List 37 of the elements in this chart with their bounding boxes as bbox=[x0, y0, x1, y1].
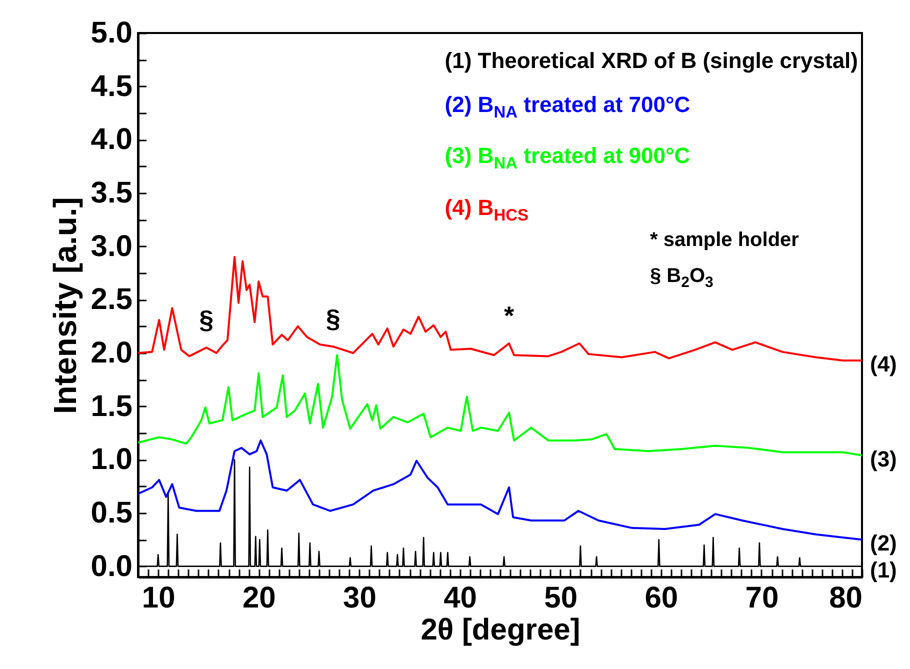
y-tick-label: 0.5 bbox=[90, 496, 132, 530]
y-tick-label: 3.0 bbox=[90, 230, 132, 263]
line-series bbox=[138, 354, 862, 456]
line-series bbox=[138, 256, 862, 362]
annotation: (3) bbox=[870, 446, 897, 472]
x-tick-label: 50 bbox=[544, 582, 578, 614]
text: (2) B$_{NA}$ treated at 700°C bbox=[444, 91, 692, 124]
x-tick-label: 10 bbox=[142, 582, 176, 614]
y-tick-label: 2.0 bbox=[90, 336, 132, 370]
x-axis-title: 2θ [degree] bbox=[420, 614, 580, 646]
y-tick-label: 5.0 bbox=[90, 16, 132, 50]
text: (3) B$_{NA}$ treated at 900°C bbox=[444, 142, 692, 175]
y-tick-label: 4.0 bbox=[90, 123, 132, 156]
x-tick-label: 20 bbox=[242, 582, 276, 614]
annotation: (4) bbox=[870, 351, 897, 376]
annotation: (1) bbox=[870, 557, 897, 582]
annotation: * bbox=[504, 300, 515, 330]
text: (1) Theoretical XRD of B (single crystal) bbox=[444, 47, 858, 75]
x-tick-label: 80 bbox=[829, 582, 862, 614]
y-tick-label: 1.0 bbox=[90, 443, 132, 476]
x-tick-label: 60 bbox=[644, 582, 678, 614]
text: (4) B$_{HCS}$ bbox=[444, 194, 529, 224]
x-tick-label: 30 bbox=[343, 582, 376, 614]
line-series bbox=[138, 439, 862, 541]
y-tick-label: 0.0 bbox=[90, 550, 132, 583]
y-tick-label: 2.5 bbox=[90, 283, 132, 316]
x-tick-label: 40 bbox=[444, 582, 477, 614]
annotation: (2) bbox=[870, 530, 897, 556]
annotation: § B$_{2}$O$_{3}$ bbox=[650, 264, 714, 293]
y-tick-label: 4.5 bbox=[90, 70, 132, 103]
y-axis-title: Intensity [a.u.] bbox=[46, 197, 83, 414]
annotation: * sample holder bbox=[650, 228, 799, 253]
x-tick-label: 70 bbox=[745, 582, 779, 614]
y-tick-label: 1.5 bbox=[90, 390, 132, 423]
y-tick-label: 3.5 bbox=[90, 176, 132, 210]
annotation: § bbox=[326, 304, 340, 334]
annotation: § bbox=[199, 304, 214, 335]
